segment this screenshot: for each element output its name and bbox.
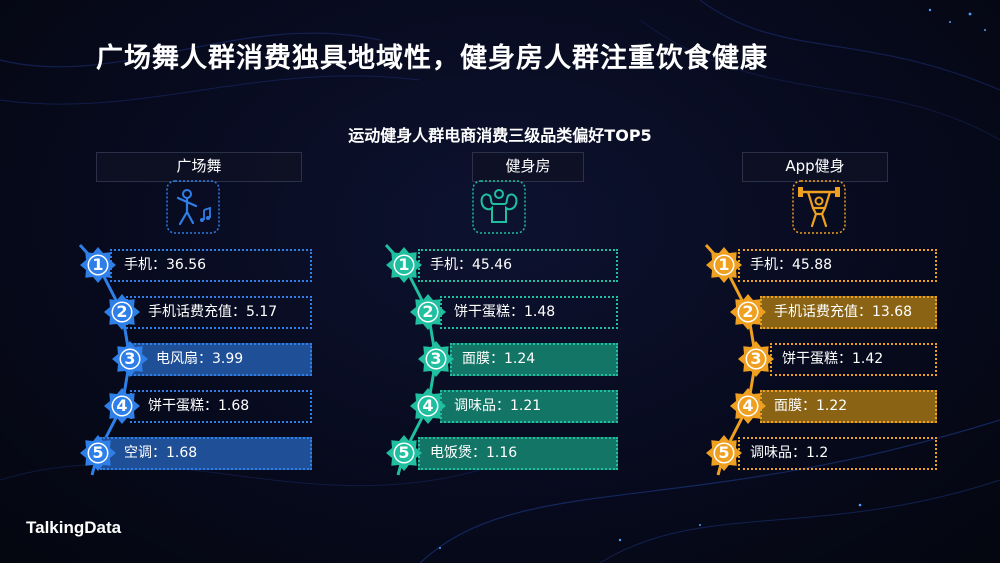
rank-badge: 3 <box>737 340 775 378</box>
rank-badge: 3 <box>417 340 455 378</box>
rank-badge: 2 <box>409 293 447 331</box>
rank-number: 4 <box>742 396 754 415</box>
ranking-row: 手机：45.46 <box>418 249 618 282</box>
rank-number: 3 <box>750 349 762 368</box>
ranking-row: 调味品：1.2 <box>738 437 937 470</box>
rank-badge: 5 <box>79 434 117 472</box>
weightlifter-icon <box>792 180 846 234</box>
group-header: App健身 <box>742 152 888 182</box>
rank-number: 4 <box>116 396 128 415</box>
ranking-label: 面膜：1.22 <box>774 398 848 414</box>
ranking-row: 面膜：1.22 <box>760 390 937 423</box>
rank-badge: 4 <box>103 387 141 425</box>
rank-badge: 2 <box>729 293 767 331</box>
ranking-row: 饼干蛋糕：1.48 <box>440 296 618 329</box>
ranking-label: 饼干蛋糕：1.48 <box>454 304 556 320</box>
ranking-row: 手机：36.56 <box>110 249 312 282</box>
ranking-label: 调味品：1.21 <box>454 398 542 414</box>
ranking-row: 手机话费充值：5.17 <box>126 296 312 329</box>
rank-badge: 4 <box>409 387 447 425</box>
rank-badge: 4 <box>729 387 767 425</box>
page-title: 广场舞人群消费独具地域性，健身房人群注重饮食健康 <box>96 43 768 74</box>
rank-number: 2 <box>116 302 128 321</box>
dancer-icon <box>166 180 220 234</box>
rank-number: 1 <box>718 255 730 274</box>
ranking-label: 手机：45.88 <box>750 257 833 273</box>
rank-number: 4 <box>422 396 434 415</box>
rank-number: 1 <box>398 255 410 274</box>
ranking-label: 饼干蛋糕：1.68 <box>148 398 250 414</box>
rank-badge: 1 <box>385 246 423 284</box>
ranking-label: 手机：45.46 <box>430 257 513 273</box>
rank-number: 1 <box>92 255 104 274</box>
ranking-label: 调味品：1.2 <box>750 445 829 461</box>
muscle-icon <box>472 180 526 234</box>
rank-badge: 2 <box>103 293 141 331</box>
ranking-row: 空调：1.68 <box>100 437 312 470</box>
rank-number: 3 <box>430 349 442 368</box>
talkingdata-logo: TalkingData <box>26 518 122 537</box>
ranking-label: 空调：1.68 <box>124 445 198 461</box>
ranking-row: 电饭煲：1.16 <box>418 437 618 470</box>
rank-number: 3 <box>124 349 136 368</box>
rank-number: 2 <box>422 302 434 321</box>
ranking-row: 面膜：1.24 <box>450 343 618 376</box>
ranking-label: 手机话费充值：13.68 <box>774 304 913 320</box>
rank-badge: 1 <box>79 246 117 284</box>
rank-badge: 3 <box>111 340 149 378</box>
rank-number: 5 <box>92 443 104 462</box>
ranking-row: 调味品：1.21 <box>440 390 618 423</box>
ranking-row: 饼干蛋糕：1.42 <box>770 343 937 376</box>
ranking-row: 手机：45.88 <box>738 249 937 282</box>
group-header: 广场舞 <box>96 152 302 182</box>
ranking-label: 电风扇：3.99 <box>156 351 244 367</box>
ranking-label: 饼干蛋糕：1.42 <box>782 351 884 367</box>
rank-badge: 5 <box>705 434 743 472</box>
ranking-label: 手机：36.56 <box>124 257 207 273</box>
ranking-label: 手机话费充值：5.17 <box>148 304 278 320</box>
group-header: 健身房 <box>472 152 584 182</box>
rank-badge: 1 <box>705 246 743 284</box>
rank-number: 5 <box>398 443 410 462</box>
rank-badge: 5 <box>385 434 423 472</box>
ranking-row: 饼干蛋糕：1.68 <box>130 390 312 423</box>
ranking-label: 面膜：1.24 <box>462 351 536 367</box>
rank-number: 2 <box>742 302 754 321</box>
ranking-row: 电风扇：3.99 <box>130 343 312 376</box>
chart-title: 运动健身人群电商消费三级品类偏好TOP5 <box>348 126 652 145</box>
ranking-row: 手机话费充值：13.68 <box>760 296 937 329</box>
ranking-label: 电饭煲：1.16 <box>430 445 518 461</box>
rank-number: 5 <box>718 443 730 462</box>
